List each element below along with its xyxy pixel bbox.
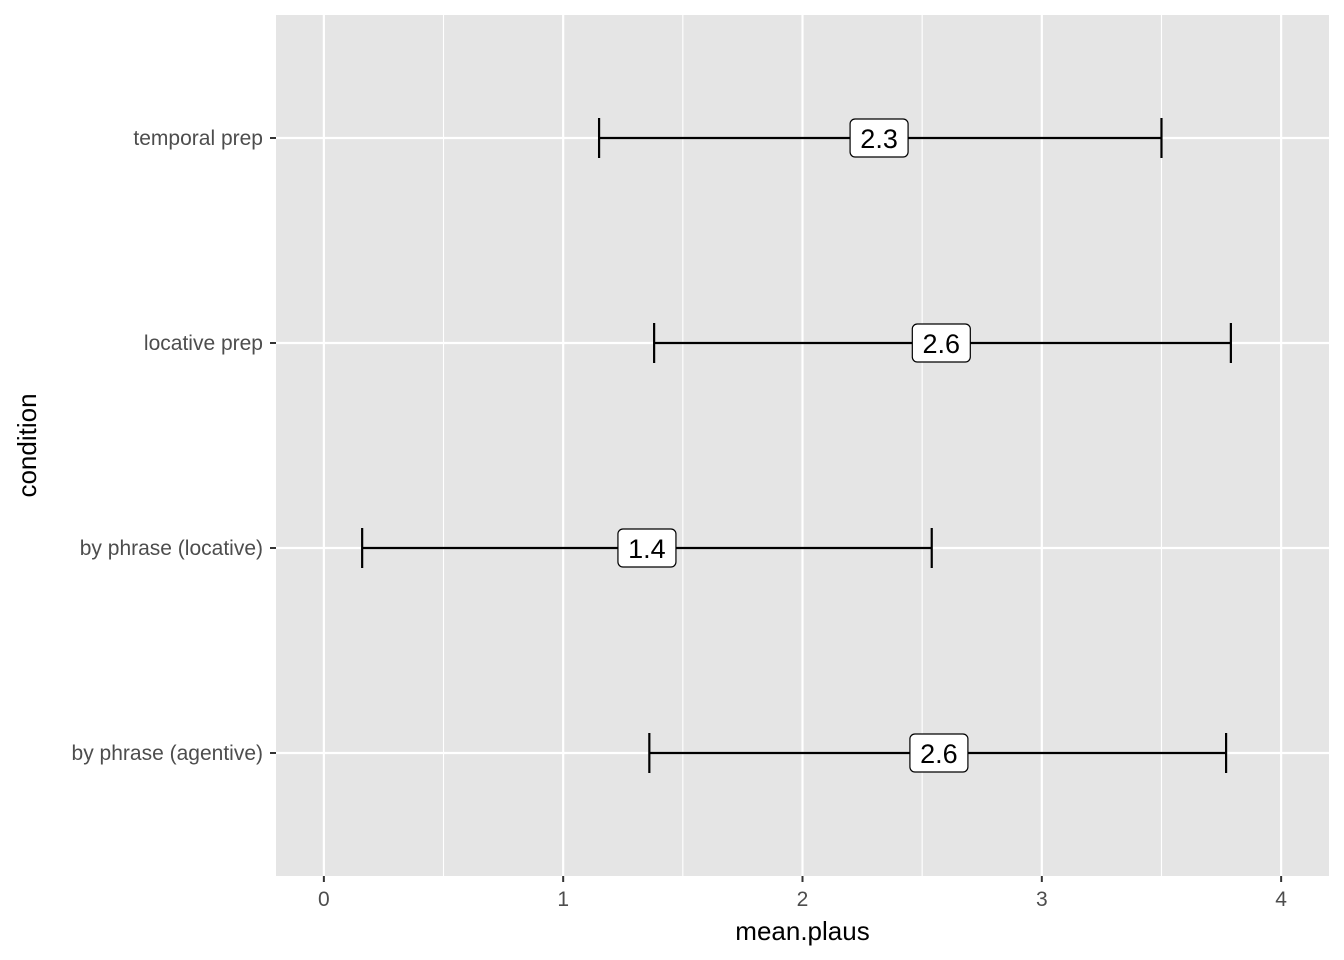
mean-label: 2.6 [920,739,958,769]
y-tick-label: by phrase (agentive) [72,742,263,765]
mean-label-box [909,733,969,773]
x-tick-label: 1 [557,888,569,911]
x-tick-label: 2 [797,888,809,911]
x-axis-title: mean.plaus [735,916,869,946]
axis-ticks: 0 1 2 3 4 temporal prep locative prep by phrase… [72,127,1288,911]
mean-label: 2.6 [923,329,961,359]
mean-label-box [911,323,971,363]
x-tick-label: 0 [318,888,330,911]
mean-label: 1.4 [628,534,666,564]
mean-label-box [617,528,677,568]
x-tick-label: 3 [1036,888,1048,911]
y-axis-title: condition [12,393,42,497]
y-tick-label: temporal prep [133,127,263,150]
y-tick-label: by phrase (locative) [80,537,263,560]
mean-labels: 2.3 2.6 1.4 2.6 [617,118,971,773]
mean-label-box [849,118,909,158]
mean-label: 2.3 [860,124,898,154]
y-tick-label: locative prep [144,332,263,355]
x-tick-label: 4 [1275,888,1287,911]
